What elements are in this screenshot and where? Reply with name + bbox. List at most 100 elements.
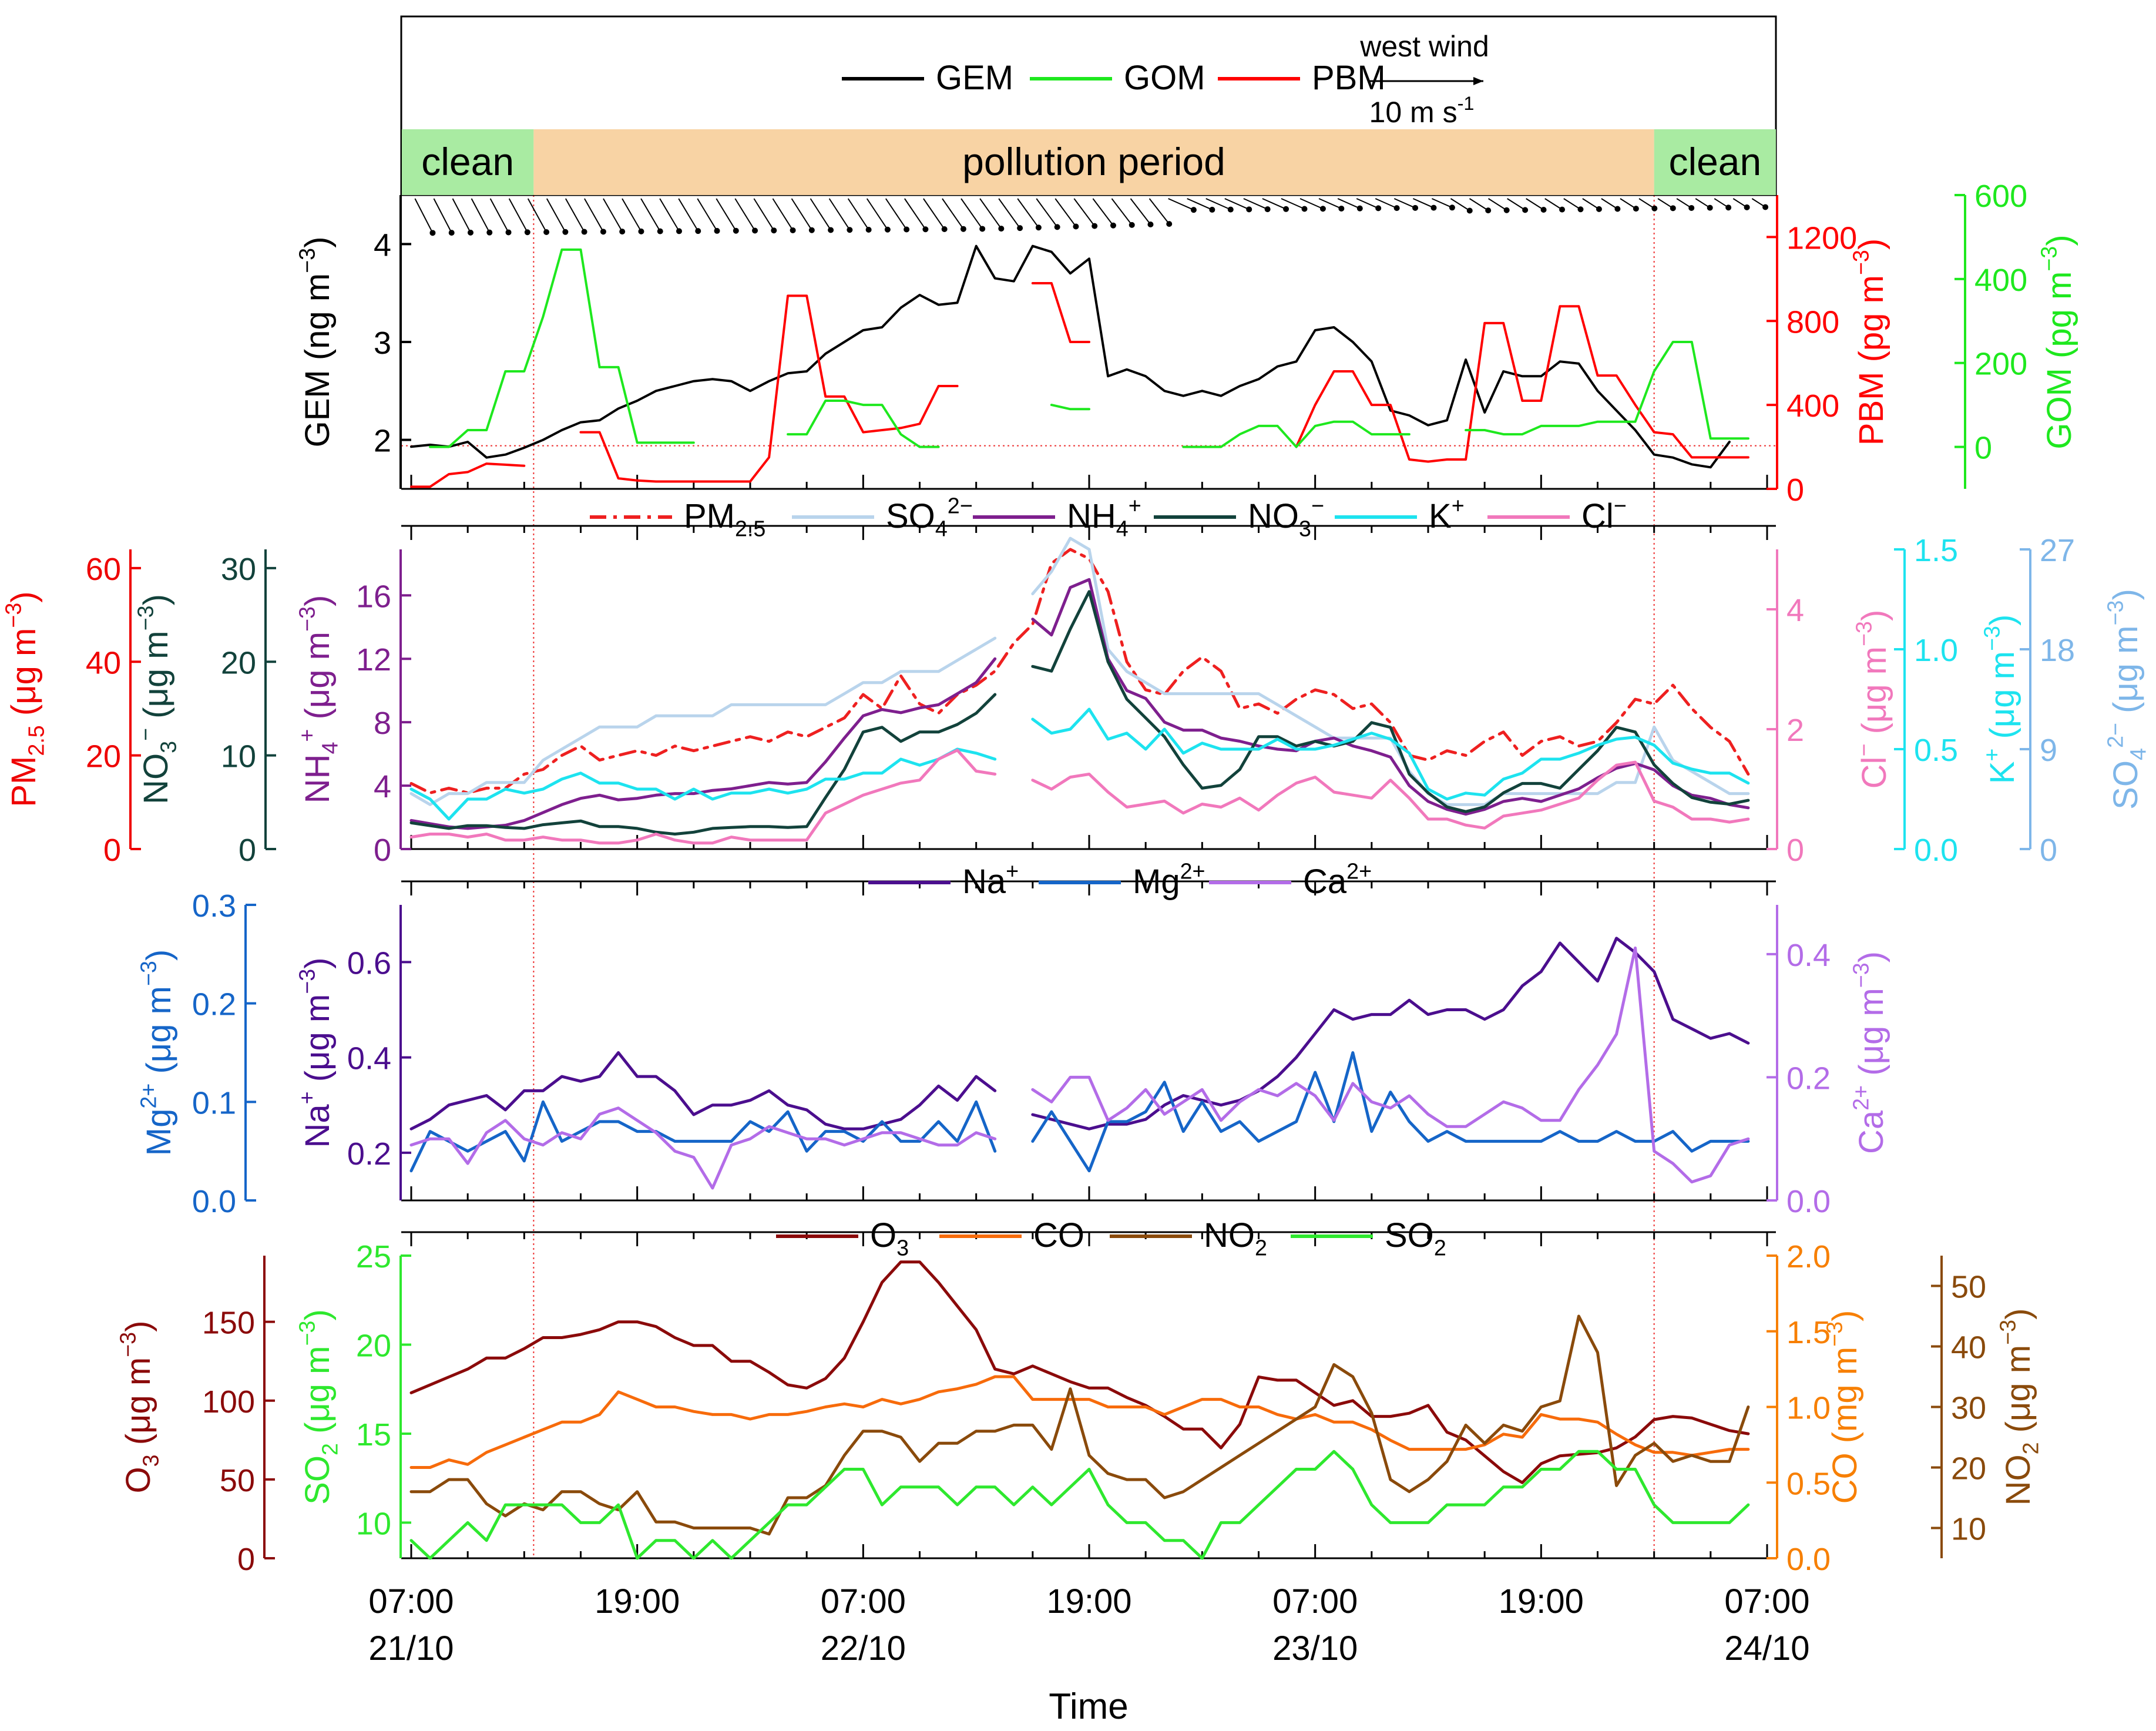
y-tick-label: 0 [1974,431,1992,466]
wind-arrow [1469,198,1489,211]
legend-label: CO [1033,1216,1084,1254]
y-tick-label: 0.6 [347,945,391,981]
legend: O3 CO NO2 SO2 [776,1216,1446,1260]
wind-arrow [1393,198,1416,209]
series-line-co [409,1375,1750,1469]
legend-label: Cl− [1581,494,1627,535]
wind-arrowhead [695,228,701,234]
wind-arrow [772,198,794,231]
y-tick-label: 30 [1951,1391,1986,1426]
wind-arrow [1224,198,1250,210]
y-tick-label: 0 [2040,833,2057,868]
wind-arrow [753,198,775,231]
y-tick-label: 15 [356,1417,391,1452]
panel-gases: 0 50 100 150 O3 (μg m−3) 10 15 20 25 SO2 (μg m−3)… [116,1216,2043,1577]
wind-arrowhead [1762,204,1769,210]
wind-arrowhead [1449,204,1455,211]
y-tick-label: 30 [221,552,256,587]
wind-arrowhead [790,227,796,233]
y-tick-label: 400 [1786,388,1839,424]
wind-arrowhead [1688,204,1695,211]
legend-label: PM2.5 [684,497,765,541]
wind-arrowhead [1651,205,1658,212]
wind-arrow [1544,198,1563,210]
y-axis-right: 10 20 30 40 50 NO2 (μg m−3) [1931,1256,2043,1558]
x-tick-label-time: 07:00 [1272,1582,1358,1621]
y-axis-title: NO3− (μg m−3) [133,594,181,804]
series-line-ca [409,946,1750,1190]
wind-arrowhead [1129,222,1135,228]
y-axis-right: 0 200 400 600 GOM (pg m−3) [1954,179,2078,489]
wind-arrow [1620,198,1637,209]
wind-arrow [810,198,831,231]
wind-arrow [659,198,680,232]
wind-arrow [1243,198,1268,210]
period-band [1654,129,1776,195]
y-tick-label: 0.5 [1914,733,1958,768]
wind-arrow [1205,198,1231,210]
series-line-gom [429,248,1749,448]
wind-arrowhead [448,230,455,236]
y-tick-label: 20 [356,1328,391,1363]
wind-arrowhead [1035,224,1042,231]
legend-label: Mg2+ [1133,859,1205,901]
y-axis-title: Mg2+ (μg m−3) [136,950,178,1156]
wind-arrowhead [847,227,853,233]
wind-arrow [565,198,585,233]
wind-arrow [1187,198,1213,210]
wind-arrowhead [1246,206,1252,213]
y-tick-label: 0.0 [1914,833,1958,868]
y-tick-label: 50 [220,1463,255,1498]
y-tick-label: 0.2 [192,987,236,1022]
y-axis-left: 10 15 20 25 SO2 (μg m−3) [295,1239,411,1558]
y-tick-label: 3 [374,326,391,361]
wind-arrowhead [638,228,644,234]
wind-arrowhead [486,229,493,236]
series-line-na [409,937,1750,1130]
y-tick-label: 0 [1786,472,1804,508]
y-tick-label: 0.3 [192,888,236,924]
legend: Na+ Mg2+ Ca2+ [868,859,1372,901]
legend-label: K+ [1429,494,1465,535]
wind-arrowhead [581,229,587,235]
y-tick-label: 0.1 [192,1085,236,1121]
wind-arrowhead [1503,207,1510,213]
wind-arrowhead [1485,207,1492,214]
wind-arrowhead [1110,222,1116,229]
wind-arrowhead [1227,206,1234,213]
y-axis-title: Ca2+ (μg m−3) [1849,951,1890,1154]
series-line-no3 [409,590,1750,836]
y-tick-label: 4 [374,769,391,804]
x-tick-label-time: 07:00 [1724,1582,1809,1621]
series-line-pbm [410,282,1749,488]
y-axis-right: 0.0 0.2 0.4 Ca2+ (μg m−3) [1767,905,1890,1219]
wind-arrowhead [1540,207,1547,213]
y-axis-left: 0 20 40 60 PM2.5 (μg m−3) [1,549,141,868]
legend-label: Na+ [962,859,1019,901]
y-axis-right: 0.0 0.5 1.0 1.5 2.0 CO (mg m−3) [1767,1239,1864,1577]
wind-arrow [433,198,452,233]
wind-arrow [961,198,983,230]
y-tick-label: 8 [374,706,391,741]
wind-arrow [942,198,964,230]
y-axis-title: O3 (μg m−3) [116,1321,163,1494]
wind-arrow [791,198,812,231]
wind-arrow [452,198,471,233]
legend-label: NO3− [1248,494,1324,541]
y-axis-left: 0 4 8 12 16 NH4+ (μg m−3) [295,549,411,868]
y-axis-title: Cl− (μg m−3) [1852,610,1893,789]
y-tick-label: 0 [103,833,121,868]
wind-arrowhead [1190,207,1197,213]
wind-arrow [1148,198,1170,224]
wind-arrowhead [543,229,550,236]
y-axis-left: 2 3 4 GEM (ng m−3) [295,195,411,489]
series-line-mg [409,1051,1750,1173]
wind-arrow [1262,198,1287,210]
wind-arrow [622,198,642,232]
clean-period-label: clean [421,140,514,183]
pollution-period-label: pollution period [962,140,1225,183]
wind-arrowhead [1614,206,1621,212]
series-group [410,244,1749,488]
wind-arrowhead [676,228,682,234]
